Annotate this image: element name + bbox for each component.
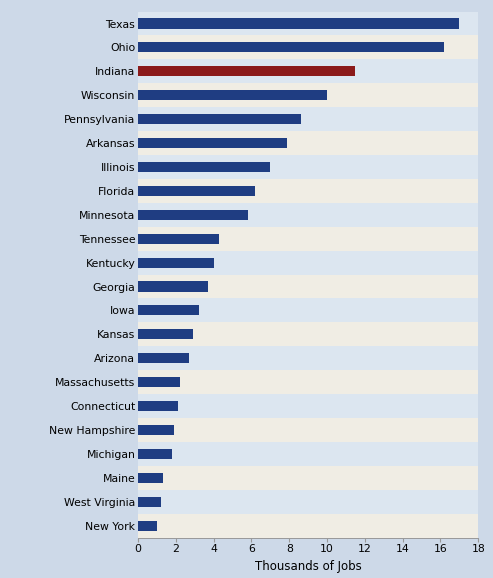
- Bar: [138, 305, 199, 316]
- Bar: [138, 521, 157, 531]
- Bar: [138, 442, 478, 466]
- Bar: [138, 353, 189, 363]
- Bar: [138, 377, 179, 387]
- Bar: [138, 497, 161, 507]
- Bar: [138, 298, 478, 323]
- Bar: [138, 251, 478, 275]
- Bar: [138, 42, 444, 53]
- Bar: [138, 107, 478, 131]
- Bar: [138, 466, 478, 490]
- Bar: [138, 210, 247, 220]
- Bar: [138, 234, 219, 244]
- Bar: [138, 114, 301, 124]
- Bar: [138, 162, 270, 172]
- Bar: [138, 418, 478, 442]
- Bar: [138, 370, 478, 394]
- Bar: [138, 449, 172, 459]
- Bar: [138, 12, 478, 35]
- Bar: [138, 186, 255, 196]
- Bar: [138, 83, 478, 107]
- Bar: [138, 425, 174, 435]
- X-axis label: Thousands of Jobs: Thousands of Jobs: [255, 560, 361, 573]
- Bar: [138, 473, 163, 483]
- Bar: [138, 155, 478, 179]
- Bar: [138, 18, 459, 28]
- Bar: [138, 394, 478, 418]
- Bar: [138, 275, 478, 298]
- Bar: [138, 514, 478, 538]
- Bar: [138, 179, 478, 203]
- Bar: [138, 203, 478, 227]
- Bar: [138, 66, 355, 76]
- Bar: [138, 258, 213, 268]
- Bar: [138, 329, 193, 339]
- Bar: [138, 490, 478, 514]
- Bar: [138, 131, 478, 155]
- Bar: [138, 138, 287, 148]
- Bar: [138, 35, 478, 60]
- Bar: [138, 227, 478, 251]
- Bar: [138, 323, 478, 346]
- Bar: [138, 401, 178, 411]
- Bar: [138, 60, 478, 83]
- Bar: [138, 90, 327, 100]
- Bar: [138, 346, 478, 370]
- Bar: [138, 281, 208, 291]
